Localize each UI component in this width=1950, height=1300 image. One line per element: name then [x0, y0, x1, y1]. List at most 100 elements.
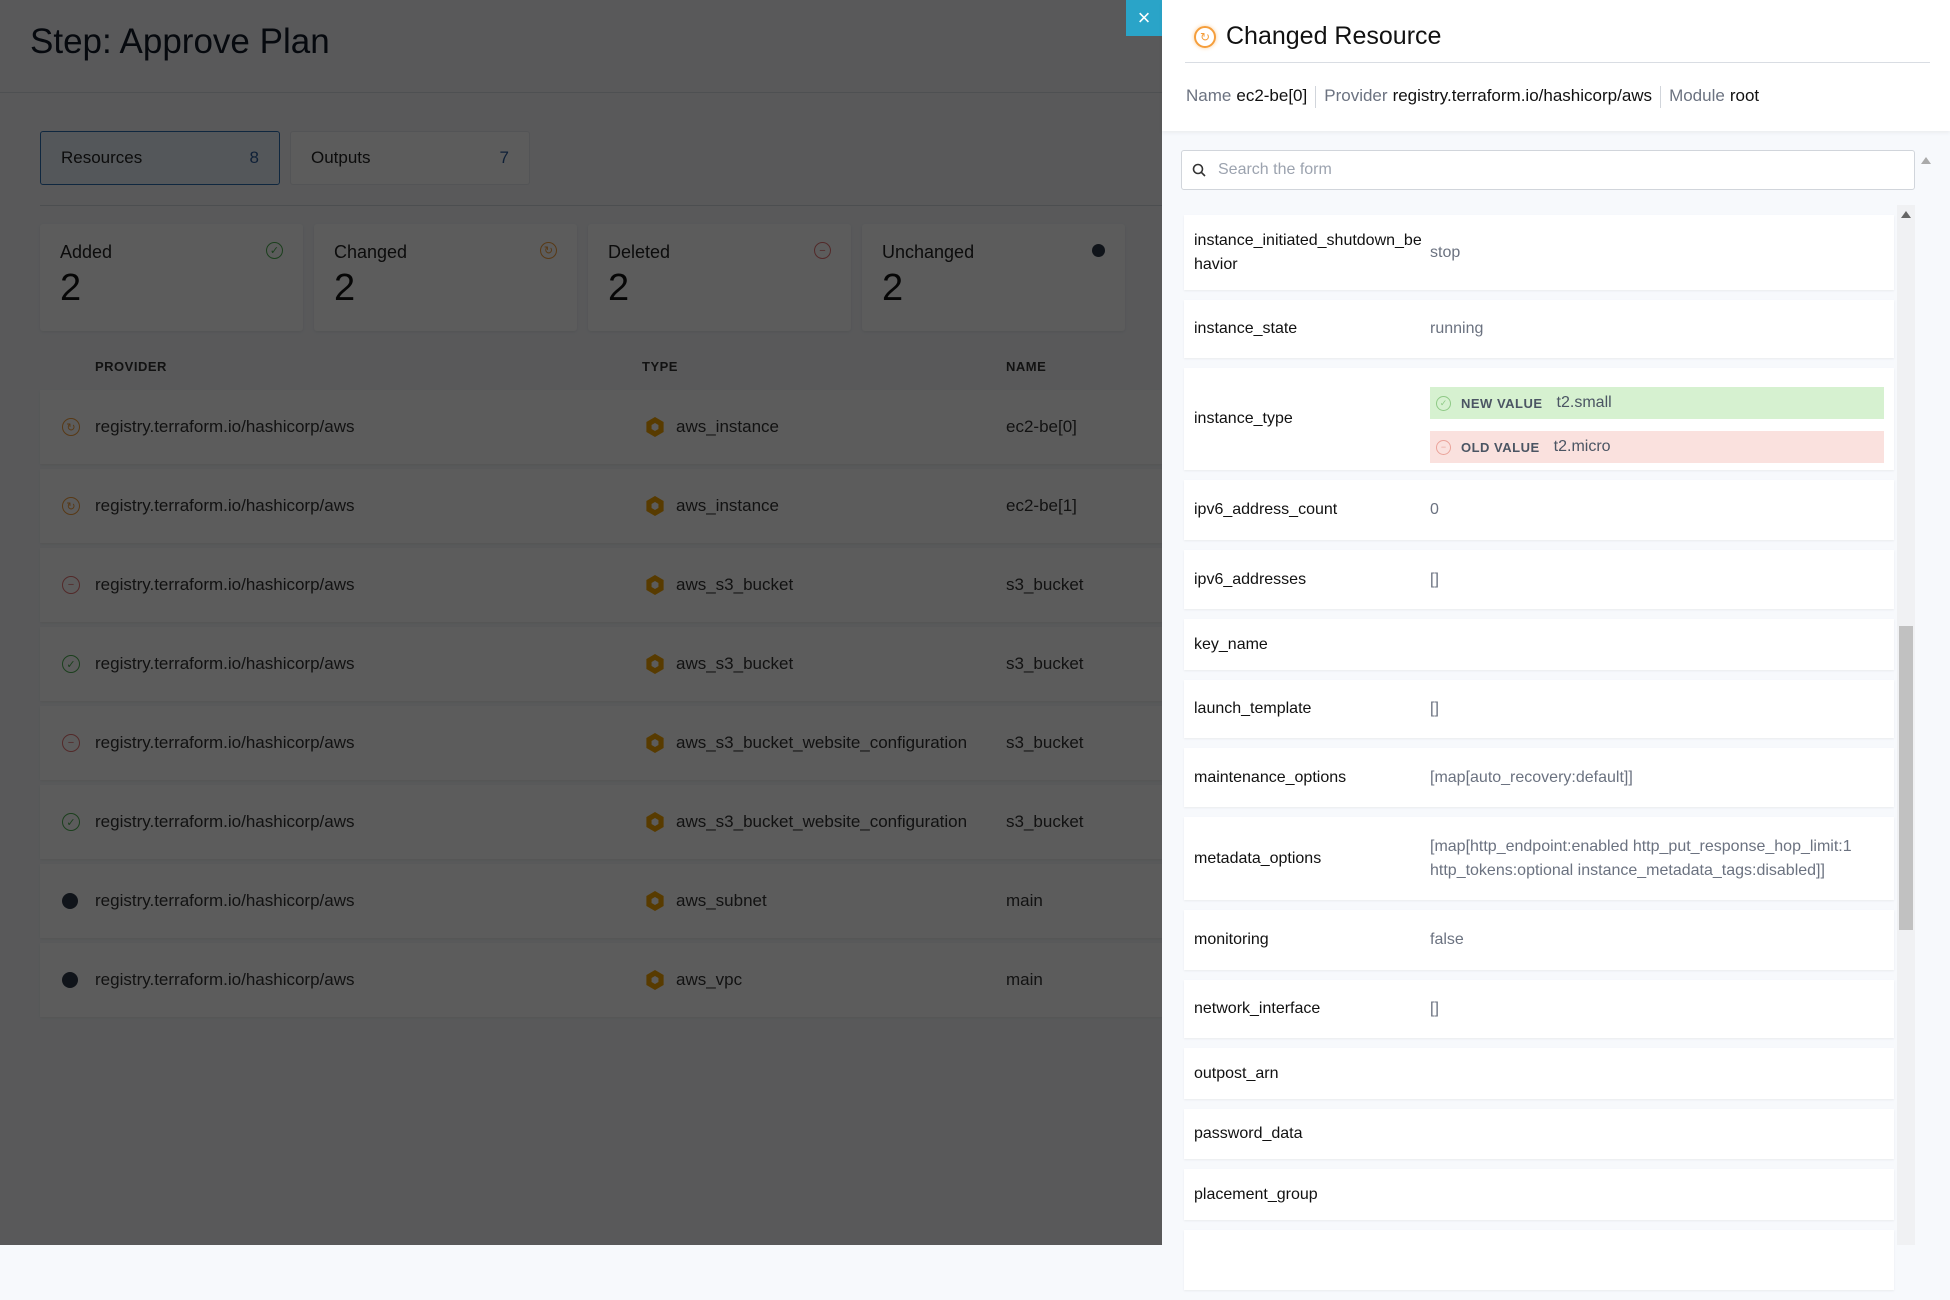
aws-hexagon-icon — [646, 654, 664, 674]
field-row: outpost_arn — [1184, 1048, 1894, 1099]
type-cell: aws_instance — [676, 417, 780, 436]
field-row: maintenance_options [map[auto_recovery:de… — [1184, 748, 1894, 807]
table-row[interactable]: registry.terraform.io/hashicorp/aws aws_v… — [40, 943, 1162, 1017]
table-row[interactable]: − registry.terraform.io/hashicorp/aws aws_… — [40, 706, 1162, 780]
field-key: ipv6_addresses — [1194, 570, 1307, 588]
plan-page: Step: Approve Plan Resources 8 Outputs 7 Ad… — [0, 0, 1162, 1245]
column-header-name: NAME — [1006, 359, 1047, 374]
provider-cell: registry.terraform.io/hashicorp/aws — [95, 812, 355, 831]
meta-key: Module — [1669, 86, 1725, 105]
field-row: ipv6_address_count 0 — [1184, 480, 1894, 540]
search-icon — [1192, 163, 1206, 177]
stat-label: Added — [60, 242, 113, 262]
field-key: key_name — [1194, 635, 1268, 653]
name-cell: s3_bucket — [1006, 654, 1084, 673]
provider-cell: registry.terraform.io/hashicorp/aws — [95, 654, 355, 673]
type-cell: aws_vpc — [676, 970, 743, 989]
stat-value: 2 — [608, 267, 630, 309]
scroll-up-arrow-icon[interactable] — [1921, 157, 1931, 164]
tab-label: Resources — [61, 148, 143, 167]
outer-scrollbar[interactable] — [1916, 150, 1936, 1245]
dot-icon — [62, 972, 78, 988]
close-button[interactable]: × — [1126, 0, 1162, 36]
name-cell: ec2-be[1] — [1006, 496, 1077, 515]
provider-cell: registry.terraform.io/hashicorp/aws — [95, 733, 355, 752]
check-circle-icon: ✓ — [62, 813, 80, 831]
type-cell: aws_instance — [676, 496, 780, 515]
field-row — [1184, 1230, 1894, 1290]
aws-hexagon-icon — [646, 733, 664, 753]
provider-cell: registry.terraform.io/hashicorp/aws — [95, 496, 355, 515]
field-key: instance_initiated_shutdown_behavior — [1194, 231, 1422, 273]
stat-card-changed: Changed 2 ↻ — [314, 224, 577, 331]
type-cell: aws_s3_bucket — [676, 575, 794, 594]
dot-icon — [1092, 244, 1105, 257]
field-row: metadata_options [map[http_endpoint:enabl… — [1184, 817, 1894, 900]
stat-card-unchanged: Unchanged 2 — [862, 224, 1125, 331]
field-row: instance_type ✓ NEW VALUE t2.small − OLD VALU… — [1184, 368, 1894, 470]
check-circle-icon: ✓ — [266, 242, 283, 259]
minus-circle-icon: − — [814, 242, 831, 259]
scrollbar[interactable] — [1897, 205, 1915, 1245]
provider-cell: registry.terraform.io/hashicorp/aws — [95, 575, 355, 594]
field-row: ipv6_addresses [] — [1184, 550, 1894, 609]
old-value-label: OLD VALUE — [1461, 439, 1540, 455]
field-row: network_interface [] — [1184, 980, 1894, 1038]
tab-label: Outputs — [311, 148, 371, 167]
new-value: ✓ NEW VALUE t2.small — [1430, 387, 1884, 419]
tab-resources[interactable]: Resources 8 — [40, 131, 280, 185]
table-row[interactable]: ↻ registry.terraform.io/hashicorp/aws aws_… — [40, 390, 1162, 464]
field-row: password_data — [1184, 1109, 1894, 1159]
field-key: instance_state — [1194, 320, 1298, 337]
search-field[interactable] — [1181, 150, 1915, 190]
tab-outputs[interactable]: Outputs 7 — [290, 131, 530, 185]
field-row: placement_group — [1184, 1169, 1894, 1220]
field-value: 0 — [1430, 501, 1439, 518]
name-cell: ec2-be[0] — [1006, 417, 1077, 436]
field-key: maintenance_options — [1194, 768, 1347, 786]
table-row[interactable]: registry.terraform.io/hashicorp/aws aws_s… — [40, 864, 1162, 938]
field-row: launch_template [] — [1184, 680, 1894, 738]
aws-hexagon-icon — [646, 891, 664, 911]
scrollbar-thumb[interactable] — [1899, 626, 1913, 930]
table-row[interactable]: ✓ registry.terraform.io/hashicorp/aws aws_… — [40, 785, 1162, 859]
new-value-label: NEW VALUE — [1461, 395, 1543, 411]
type-cell: aws_s3_bucket_website_configuration — [676, 812, 968, 831]
field-list: instance_initiated_shutdown_behavior stop… — [1184, 215, 1894, 1300]
table-row[interactable]: ✓ registry.terraform.io/hashicorp/aws aws_… — [40, 627, 1162, 701]
field-key: instance_type — [1194, 410, 1293, 427]
changed-circle-icon: ↻ — [62, 497, 80, 515]
changed-resource-panel: ↻ Changed Resource Name ec2-be[0] Provider… — [1162, 0, 1950, 1290]
field-row: instance_state running — [1184, 300, 1894, 358]
field-row: key_name — [1184, 619, 1894, 670]
divider — [0, 92, 1162, 93]
field-value: [] — [1430, 570, 1439, 588]
old-value-text: t2.micro — [1553, 438, 1611, 455]
type-cell: aws_s3_bucket — [676, 654, 794, 673]
meta-key: Name — [1186, 86, 1232, 105]
field-value: stop — [1430, 243, 1461, 261]
field-key: network_interface — [1194, 1000, 1321, 1017]
check-circle-icon: ✓ — [62, 655, 80, 673]
table-row[interactable]: ↻ registry.terraform.io/hashicorp/aws aws_… — [40, 469, 1162, 543]
table-row[interactable]: − registry.terraform.io/hashicorp/aws aws_… — [40, 548, 1162, 622]
changed-circle-icon: ↻ — [62, 418, 80, 436]
scroll-up-arrow-icon[interactable] — [1901, 211, 1911, 218]
stat-value: 2 — [60, 267, 82, 309]
aws-hexagon-icon — [646, 496, 664, 516]
tab-count: 8 — [249, 148, 259, 167]
panel-header: ↻ Changed Resource Name ec2-be[0] Provider… — [1162, 0, 1950, 131]
field-value: false — [1430, 931, 1464, 948]
field-key: monitoring — [1194, 931, 1269, 948]
tab-count: 7 — [499, 148, 509, 167]
provider-cell: registry.terraform.io/hashicorp/aws — [95, 970, 355, 989]
check-circle-icon: ✓ — [1436, 395, 1451, 411]
minus-circle-icon: − — [62, 734, 80, 752]
column-header-provider: PROVIDER — [95, 359, 167, 374]
aws-hexagon-icon — [646, 575, 664, 595]
field-value: [map[http_endpoint:enabled http_put_resp… — [1430, 837, 1852, 879]
search-input[interactable] — [1218, 161, 1868, 179]
name-cell: s3_bucket — [1006, 812, 1084, 831]
name-cell: s3_bucket — [1006, 575, 1084, 594]
resource-meta: Name ec2-be[0] Provider registry.terraform.… — [1186, 86, 1759, 108]
